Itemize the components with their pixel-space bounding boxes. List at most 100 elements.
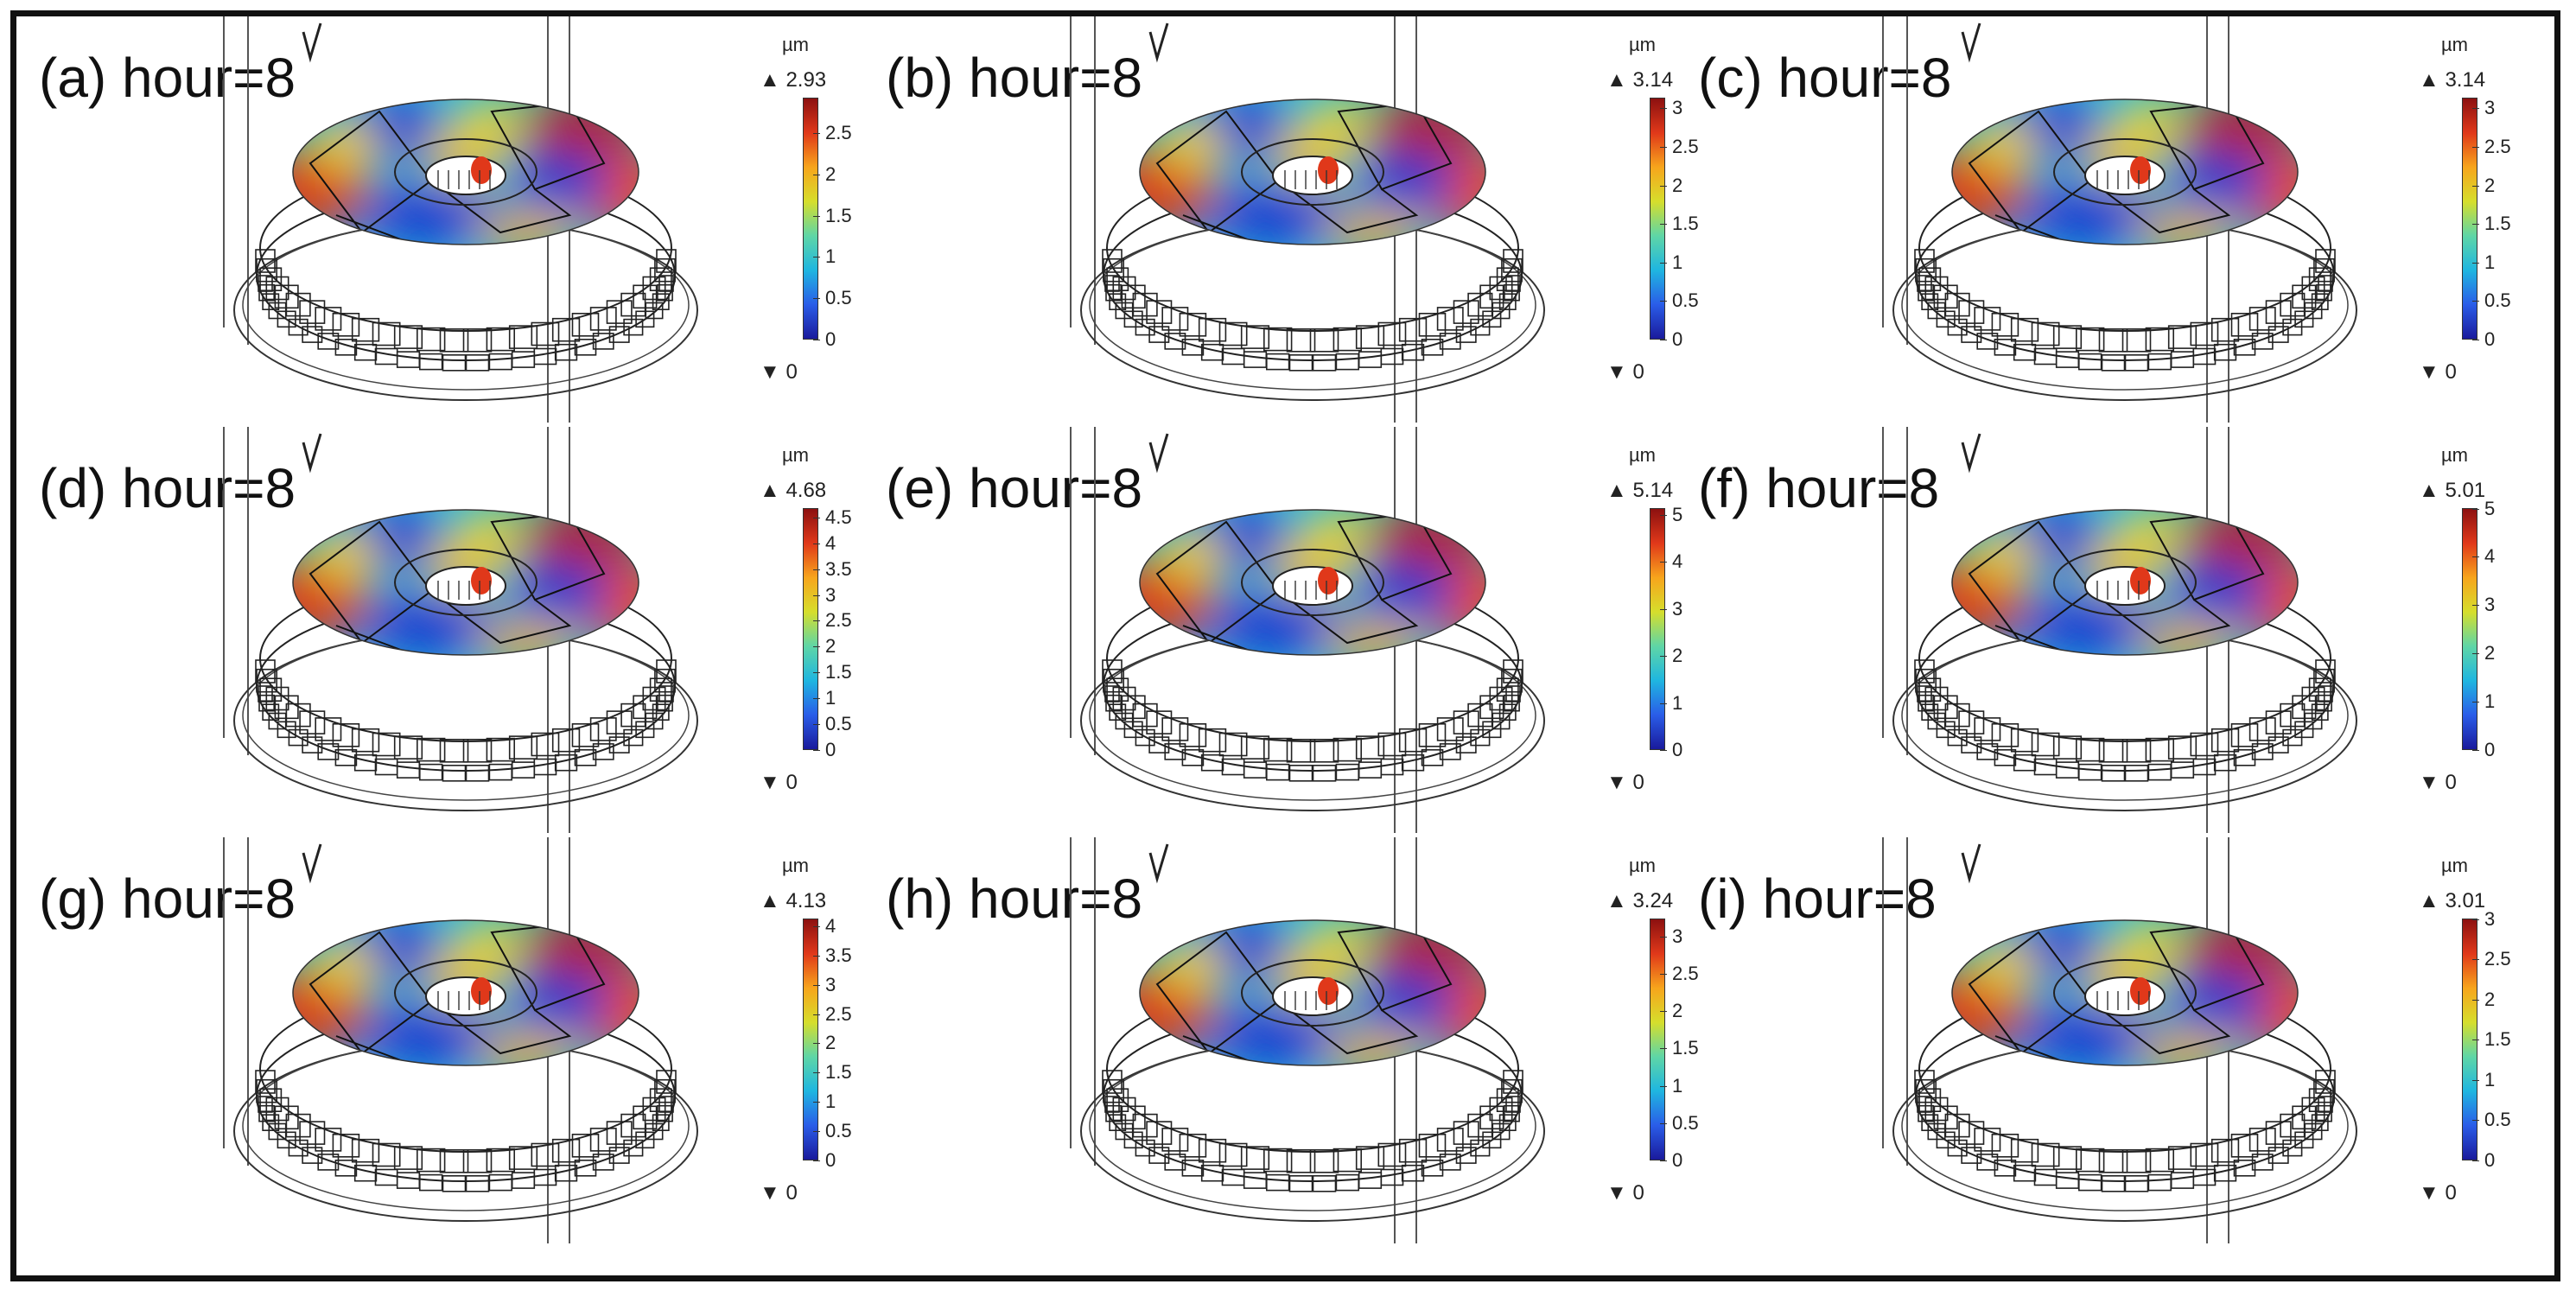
hub-structure (2096, 581, 2150, 600)
lattice-cell (265, 686, 289, 711)
lattice-cell (1976, 743, 1999, 760)
contour-blob (1157, 531, 1226, 582)
contour-blob (1969, 120, 2039, 172)
lattice-cell (285, 292, 311, 317)
lattice-cell (1286, 738, 1316, 763)
contour-blob (2116, 99, 2185, 141)
deformed-plate (1140, 99, 1485, 245)
lattice-cell (1421, 338, 1444, 356)
contour-blob (1969, 941, 2039, 993)
lattice-cell (396, 761, 421, 779)
plate-inner-ring (2053, 549, 2197, 616)
colorbar-tick: 2 (2471, 642, 2496, 664)
lattice-cell (571, 312, 600, 337)
lattice-cell (2055, 351, 2080, 368)
panel-label: (d) hour=8 (39, 457, 296, 519)
lattice-cage (255, 1070, 677, 1192)
min-label: ▼ 0 (760, 771, 798, 795)
lattice-cell (2313, 668, 2335, 693)
triangle-down-icon: ▼ (1606, 1181, 1627, 1205)
lattice-cell (1112, 1097, 1136, 1122)
max-value: 5.14 (1632, 479, 1674, 502)
lattice-cell (1240, 1146, 1270, 1170)
lattice-cell (1492, 302, 1511, 320)
lattice-cell (1994, 748, 2017, 766)
lattice-cell (1994, 1159, 2017, 1177)
lattice-cell (1418, 312, 1447, 337)
lattice-cell (1914, 249, 1935, 273)
lattice-cell (486, 737, 515, 762)
lattice-cell (649, 267, 672, 292)
lattice-cell (1266, 1173, 1290, 1192)
lattice-cell (658, 275, 674, 292)
lattice-cell (1380, 347, 1404, 366)
lattice-cell (2311, 293, 2329, 311)
mesh-line (1182, 1035, 1253, 1063)
colorbar-tick: 0.5 (1660, 289, 1699, 312)
colorbar-tick: 3.5 (813, 944, 852, 966)
contour-blob (1209, 594, 1347, 655)
colorbar-tick: 2 (812, 635, 836, 658)
lattice-cell (1218, 1142, 1248, 1167)
lattice-cell (2190, 321, 2219, 347)
lattice-cell (554, 1164, 578, 1182)
plate-outline (1951, 509, 2299, 656)
min-label: ▼ 0 (760, 1181, 798, 1205)
panel-i: (i) hour=8 µm ▲ 3.01 ▼ 0 0 0.5 1 1.5 2 2.5 3 (1676, 837, 2511, 1243)
unit-label: µm (782, 34, 810, 55)
colorbar-tick: 2.5 (2472, 948, 2511, 970)
plate-outline (292, 99, 639, 245)
lattice-cell (1918, 677, 1942, 703)
lattice-cell (592, 1154, 614, 1171)
lattice-cell (1924, 686, 1949, 711)
colorbar-tick: 1 (1659, 251, 1683, 273)
lattice-cell (396, 351, 421, 368)
colorbar-tick: 1.5 (813, 204, 852, 226)
lattice-cell (1221, 347, 1245, 366)
colorbar-tick: 2.5 (1660, 136, 1699, 158)
lattice-cell (1335, 353, 1359, 371)
lattice-cell (2124, 764, 2149, 782)
plate-outline (292, 509, 639, 656)
contour-blob (1304, 99, 1373, 141)
panel-b: (b) hour=8 µm ▲ 3.14 ▼ 0 0 0.5 1 1.5 2 2.5 3 (863, 16, 1699, 423)
lattice-cell (2145, 737, 2174, 762)
lattice-cell (1421, 748, 1444, 766)
axis-marker-icon (302, 22, 322, 63)
hole-hotspot (1318, 977, 1339, 1005)
lattice-cell (2052, 735, 2083, 760)
deformation-plot (1070, 16, 1545, 423)
lattice-cell (465, 764, 490, 782)
lattice-cell (633, 695, 658, 720)
hole-hotspot (1318, 156, 1339, 184)
lattice-cell (255, 249, 276, 273)
lattice-cell (645, 1122, 664, 1141)
lattice-cell (1377, 732, 1407, 757)
colorbar: µm ▲ 5.14 ▼ 0 0 1 2 3 4 5 (1606, 444, 1710, 824)
contour-blob (509, 972, 613, 1031)
lattice-cell (1489, 276, 1513, 301)
lattice-cell (642, 686, 666, 711)
lattice-cell (2318, 1096, 2333, 1113)
hole-hotspot (471, 156, 492, 184)
lattice-cell (315, 1128, 342, 1152)
mesh-line (1277, 180, 1419, 234)
axis-marker-icon (1961, 433, 1981, 474)
lattice-cell (1161, 1128, 1189, 1152)
lattice-cell (1958, 300, 1985, 324)
max-label: ▲ 4.13 (760, 889, 826, 913)
lattice-cell (1974, 717, 2001, 741)
lattice-cell (574, 338, 597, 356)
figure-frame: (a) hour=8 µm ▲ 2.93 ▼ 0 0 0.5 1 1.5 2 2.5 (b… (10, 10, 2560, 1281)
triangle-down-icon: ▼ (2419, 1181, 2439, 1205)
panel-c: (c) hour=8 µm ▲ 3.14 ▼ 0 0 0.5 1 1.5 2 2.5 3 (1676, 16, 2511, 423)
lattice-cell (551, 728, 581, 753)
lattice-cell (2076, 327, 2105, 352)
lattice-cell (2076, 1148, 2105, 1173)
lattice-cell (1181, 1159, 1205, 1177)
contour-blob (310, 120, 379, 172)
lattice-cell (393, 1146, 423, 1170)
lattice-cell (1505, 1096, 1521, 1113)
lattice-cell (442, 764, 467, 782)
lattice-cell (332, 312, 360, 337)
